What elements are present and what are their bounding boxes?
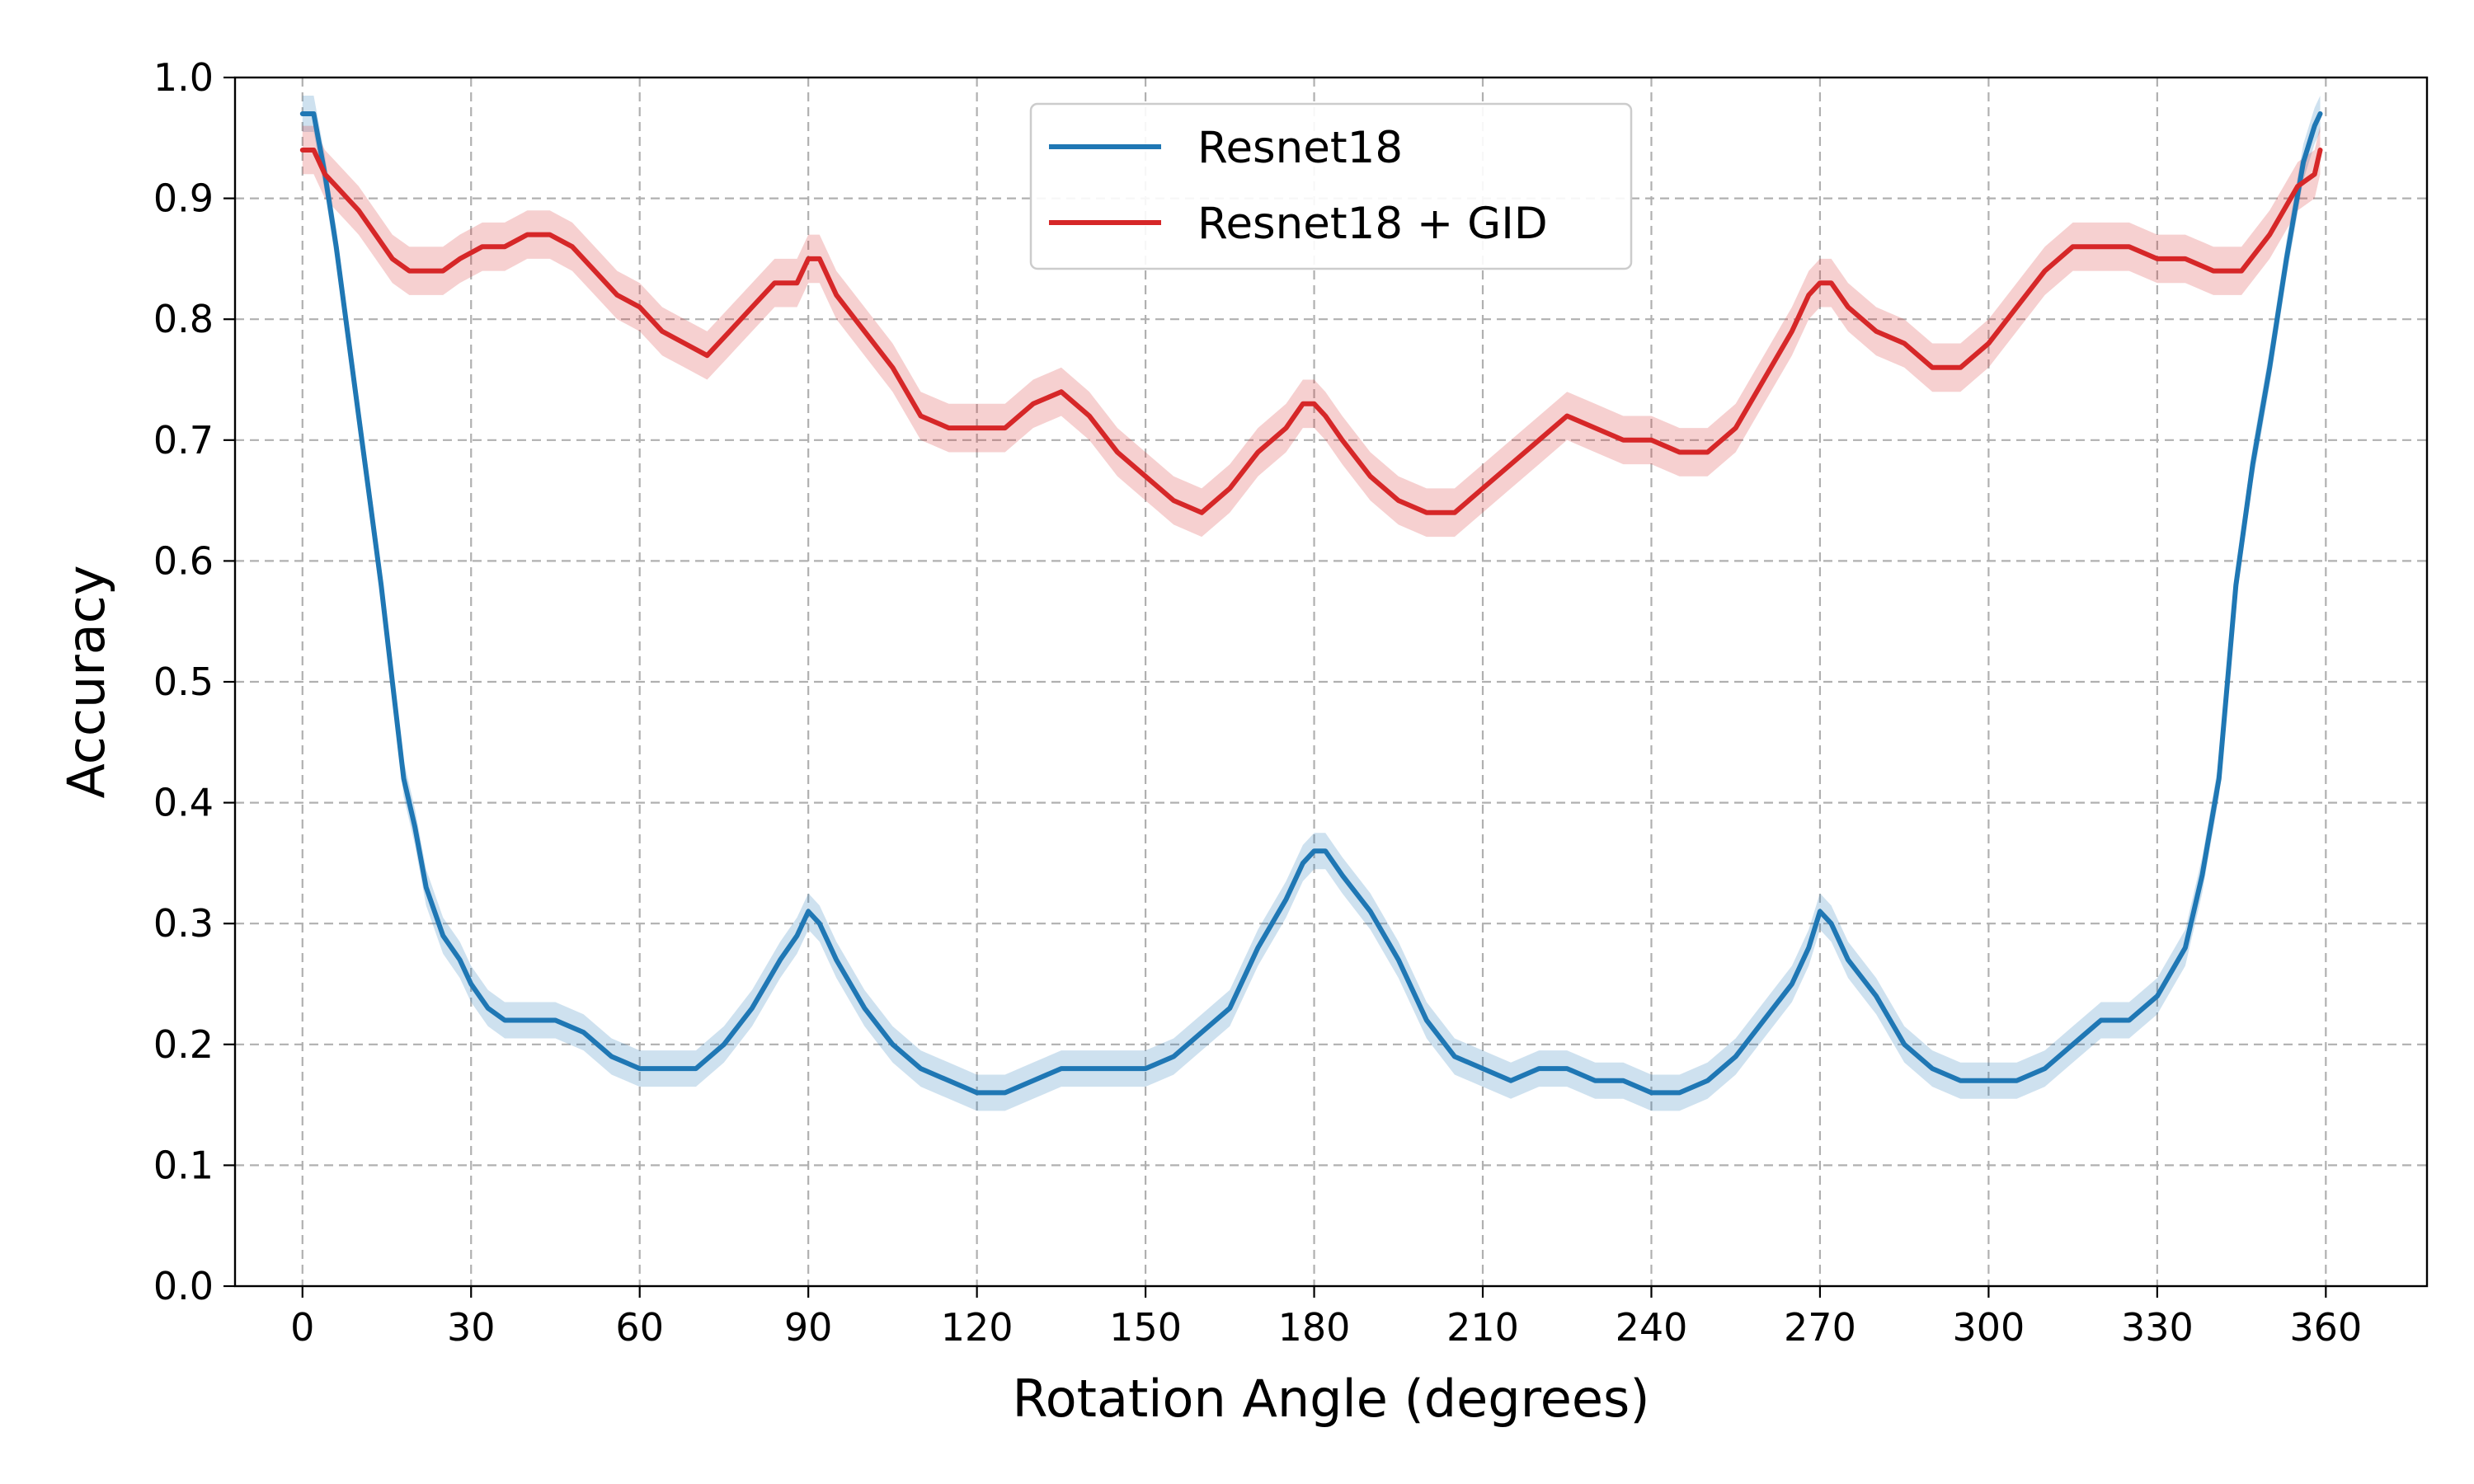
y-tick-label: 0.4	[153, 781, 214, 825]
series-lines	[299, 111, 2323, 1096]
x-tick-label: 90	[784, 1305, 833, 1350]
y-tick-label: 0.2	[153, 1022, 214, 1067]
x-tick-label: 210	[1446, 1305, 1519, 1350]
y-tick-label: 0.6	[153, 538, 214, 583]
y-tick-label: 0.7	[153, 418, 214, 463]
legend-label-resnet18-gid: Resnet18 + GID	[1197, 199, 1548, 249]
confidence-bands	[302, 96, 2321, 1111]
band-resnet18	[302, 96, 2321, 1111]
x-tick-label: 360	[2289, 1305, 2362, 1350]
x-tick-label: 300	[1952, 1305, 2025, 1350]
axis-ticks: 0 30 60 90 120 150 180 210 240 270 300 330 360 0.0 0.1…	[153, 55, 2362, 1350]
x-tick-label: 180	[1278, 1305, 1351, 1350]
x-tick-label: 0	[290, 1305, 314, 1350]
y-tick-label: 0.9	[153, 176, 214, 221]
y-tick-label: 0.8	[153, 297, 214, 341]
y-tick-label: 0.5	[153, 660, 214, 704]
x-tick-label: 330	[2121, 1305, 2194, 1350]
x-tick-label: 240	[1616, 1305, 1688, 1350]
y-tick-label: 0.3	[153, 901, 214, 946]
legend-box	[1029, 102, 1633, 270]
y-axis-title: Accuracy	[56, 565, 116, 798]
series-line-resnet18	[299, 111, 2323, 1096]
x-tick-label: 150	[1109, 1305, 1182, 1350]
y-tick-label: 0.1	[153, 1143, 214, 1187]
series-line-resnet18-gid	[299, 148, 2323, 515]
legend: Resnet18 Resnet18 + GID	[1029, 102, 1633, 270]
grid	[235, 77, 2427, 1286]
y-tick-label: 0.0	[153, 1264, 214, 1308]
x-tick-label: 270	[1784, 1305, 1856, 1350]
legend-label-resnet18: Resnet18	[1197, 123, 1403, 173]
x-axis-title: Rotation Angle (degrees)	[1012, 1369, 1649, 1429]
x-tick-label: 30	[447, 1305, 496, 1350]
x-tick-label: 60	[615, 1305, 664, 1350]
y-tick-label: 1.0	[153, 55, 214, 100]
band-resnet18-gid	[302, 125, 2321, 538]
x-tick-label: 120	[941, 1305, 1014, 1350]
